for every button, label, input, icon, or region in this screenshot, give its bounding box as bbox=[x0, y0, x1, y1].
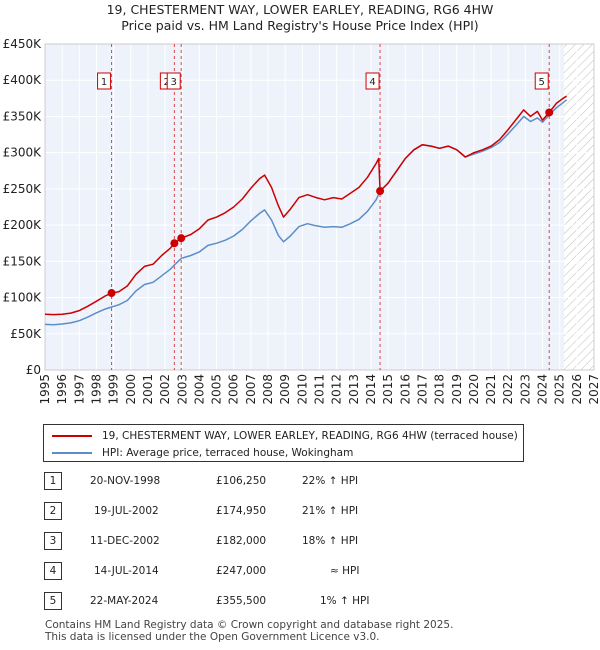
price-chart: 12345 £0£50K£100K£150K£200K£250K£300K£35… bbox=[3, 37, 600, 405]
sale-row: 3 11-DEC-2002 £182,000 18% ↑ HPI bbox=[44, 532, 444, 552]
sale-hpi-diff: 22% ↑ HPI bbox=[302, 475, 359, 487]
x-tick-label: 2005 bbox=[210, 374, 224, 405]
x-tick-label: 2023 bbox=[518, 374, 532, 405]
future-hatch bbox=[563, 44, 594, 370]
sale-row: 1 20-NOV-1998 £106,250 22% ↑ HPI bbox=[44, 472, 444, 492]
x-tick-label: 2013 bbox=[347, 374, 361, 405]
x-tick-label: 2018 bbox=[433, 374, 447, 405]
sale-point bbox=[170, 239, 179, 248]
sale-date: 19-JUL-2002 bbox=[94, 505, 159, 517]
x-tick-label: 2027 bbox=[587, 374, 600, 405]
sale-row: 5 22-MAY-2024 £355,500 1% ↑ HPI bbox=[44, 592, 444, 612]
x-tick-label: 2016 bbox=[398, 374, 412, 405]
sale-price: £182,000 bbox=[216, 535, 267, 547]
x-tick-label: 2000 bbox=[124, 374, 138, 405]
y-tick-label: £150K bbox=[3, 254, 43, 268]
sale-point bbox=[177, 234, 186, 243]
sale-label-box bbox=[166, 72, 181, 90]
sale-price: £247,000 bbox=[216, 565, 267, 577]
x-tick-label: 2002 bbox=[158, 374, 172, 405]
sale-number-badge: 5 bbox=[44, 592, 62, 610]
x-tick-label: 2010 bbox=[295, 374, 309, 405]
sale-hpi-diff: 1% ↑ HPI bbox=[320, 595, 370, 607]
footer-copyright: Contains HM Land Registry data © Crown c… bbox=[45, 619, 454, 631]
x-tick-label: 2021 bbox=[484, 374, 498, 405]
footer: Contains HM Land Registry data © Crown c… bbox=[45, 619, 453, 643]
chart-subtitle: Price paid vs. HM Land Registry's House … bbox=[121, 18, 479, 33]
legend-line-property bbox=[52, 435, 92, 437]
x-tick-label: 2017 bbox=[415, 374, 429, 405]
sale-point bbox=[107, 289, 116, 298]
sale-date: 20-NOV-1998 bbox=[90, 475, 161, 487]
y-tick-label: £250K bbox=[3, 182, 43, 196]
legend-item-property: 19, CHESTERMENT WAY, LOWER EARLEY, READI… bbox=[52, 428, 518, 444]
sale-hpi-diff: ≈ HPI bbox=[330, 565, 360, 577]
sale-date: 22-MAY-2024 bbox=[90, 595, 159, 607]
sale-row: 2 19-JUL-2002 £174,950 21% ↑ HPI bbox=[44, 502, 444, 522]
sale-hpi-diff: 18% ↑ HPI bbox=[302, 535, 359, 547]
x-tick-label: 2015 bbox=[381, 374, 395, 405]
hpi-series-line bbox=[44, 99, 568, 326]
x-tick-label: 2008 bbox=[261, 374, 275, 405]
sale-number-badge: 3 bbox=[44, 532, 62, 550]
property-series-line bbox=[44, 95, 567, 316]
x-tick-label: 2019 bbox=[450, 374, 464, 405]
x-tick-label: 2020 bbox=[467, 374, 481, 405]
x-tick-label: 2004 bbox=[192, 374, 206, 405]
x-tick-label: 2001 bbox=[141, 374, 155, 405]
x-tick-label: 2022 bbox=[501, 374, 515, 405]
sale-date: 11-DEC-2002 bbox=[90, 535, 160, 547]
sale-date: 14-JUL-2014 bbox=[94, 565, 159, 577]
sale-label-number: 4 bbox=[369, 77, 375, 88]
sale-price: £174,950 bbox=[216, 505, 267, 517]
chart-title: 19, CHESTERMENT WAY, LOWER EARLEY, READI… bbox=[106, 2, 494, 17]
x-tick-label: 2006 bbox=[227, 374, 241, 405]
sale-label-number: 1 bbox=[101, 77, 107, 88]
x-tick-label: 2011 bbox=[313, 374, 327, 405]
x-tick-label: 1995 bbox=[38, 374, 52, 405]
legend-label-hpi: HPI: Average price, terraced house, Woki… bbox=[102, 447, 354, 459]
y-tick-label: £100K bbox=[3, 291, 43, 305]
x-tick-label: 1998 bbox=[89, 374, 103, 405]
x-tick-label: 2025 bbox=[553, 374, 567, 405]
y-tick-label: £200K bbox=[3, 218, 43, 232]
sale-price: £355,500 bbox=[216, 595, 267, 607]
footer-license: This data is licensed under the Open Gov… bbox=[45, 631, 380, 643]
y-tick-label: £450K bbox=[3, 37, 43, 51]
x-tick-label: 2009 bbox=[278, 374, 292, 405]
y-tick-label: £0 bbox=[26, 363, 41, 377]
sale-number-badge: 4 bbox=[44, 562, 62, 580]
sale-hpi-diff: 21% ↑ HPI bbox=[302, 505, 359, 517]
sale-label-number: 3 bbox=[171, 77, 177, 88]
sale-price: £106,250 bbox=[216, 475, 267, 487]
plot-border bbox=[44, 43, 595, 371]
sale-point bbox=[545, 108, 554, 117]
sale-label-box bbox=[365, 72, 380, 90]
sale-number-badge: 1 bbox=[44, 472, 62, 490]
sale-row: 4 14-JUL-2014 £247,000 ≈ HPI bbox=[44, 562, 444, 582]
sale-label-box bbox=[534, 72, 549, 90]
sale-point bbox=[376, 187, 385, 196]
x-tick-label: 1997 bbox=[72, 374, 86, 405]
y-tick-label: £300K bbox=[3, 146, 43, 160]
y-tick-label: £350K bbox=[3, 109, 43, 123]
x-tick-label: 2007 bbox=[244, 374, 258, 405]
x-tick-label: 2012 bbox=[330, 374, 344, 405]
legend: 19, CHESTERMENT WAY, LOWER EARLEY, READI… bbox=[43, 424, 524, 462]
x-tick-label: 1996 bbox=[55, 374, 69, 405]
legend-line-hpi bbox=[52, 452, 92, 454]
legend-item-hpi: HPI: Average price, terraced house, Woki… bbox=[52, 445, 353, 461]
y-tick-label: £50K bbox=[10, 327, 42, 341]
sale-number-badge: 2 bbox=[44, 502, 62, 520]
x-tick-label: 1999 bbox=[107, 374, 121, 405]
sale-label-number: 5 bbox=[539, 77, 545, 88]
sale-label-box bbox=[97, 72, 112, 90]
x-tick-label: 2024 bbox=[536, 374, 550, 405]
x-tick-label: 2014 bbox=[364, 374, 378, 405]
y-tick-label: £400K bbox=[3, 73, 43, 87]
legend-label-property: 19, CHESTERMENT WAY, LOWER EARLEY, READI… bbox=[102, 430, 518, 442]
x-tick-label: 2026 bbox=[570, 374, 584, 405]
x-tick-label: 2003 bbox=[175, 374, 189, 405]
